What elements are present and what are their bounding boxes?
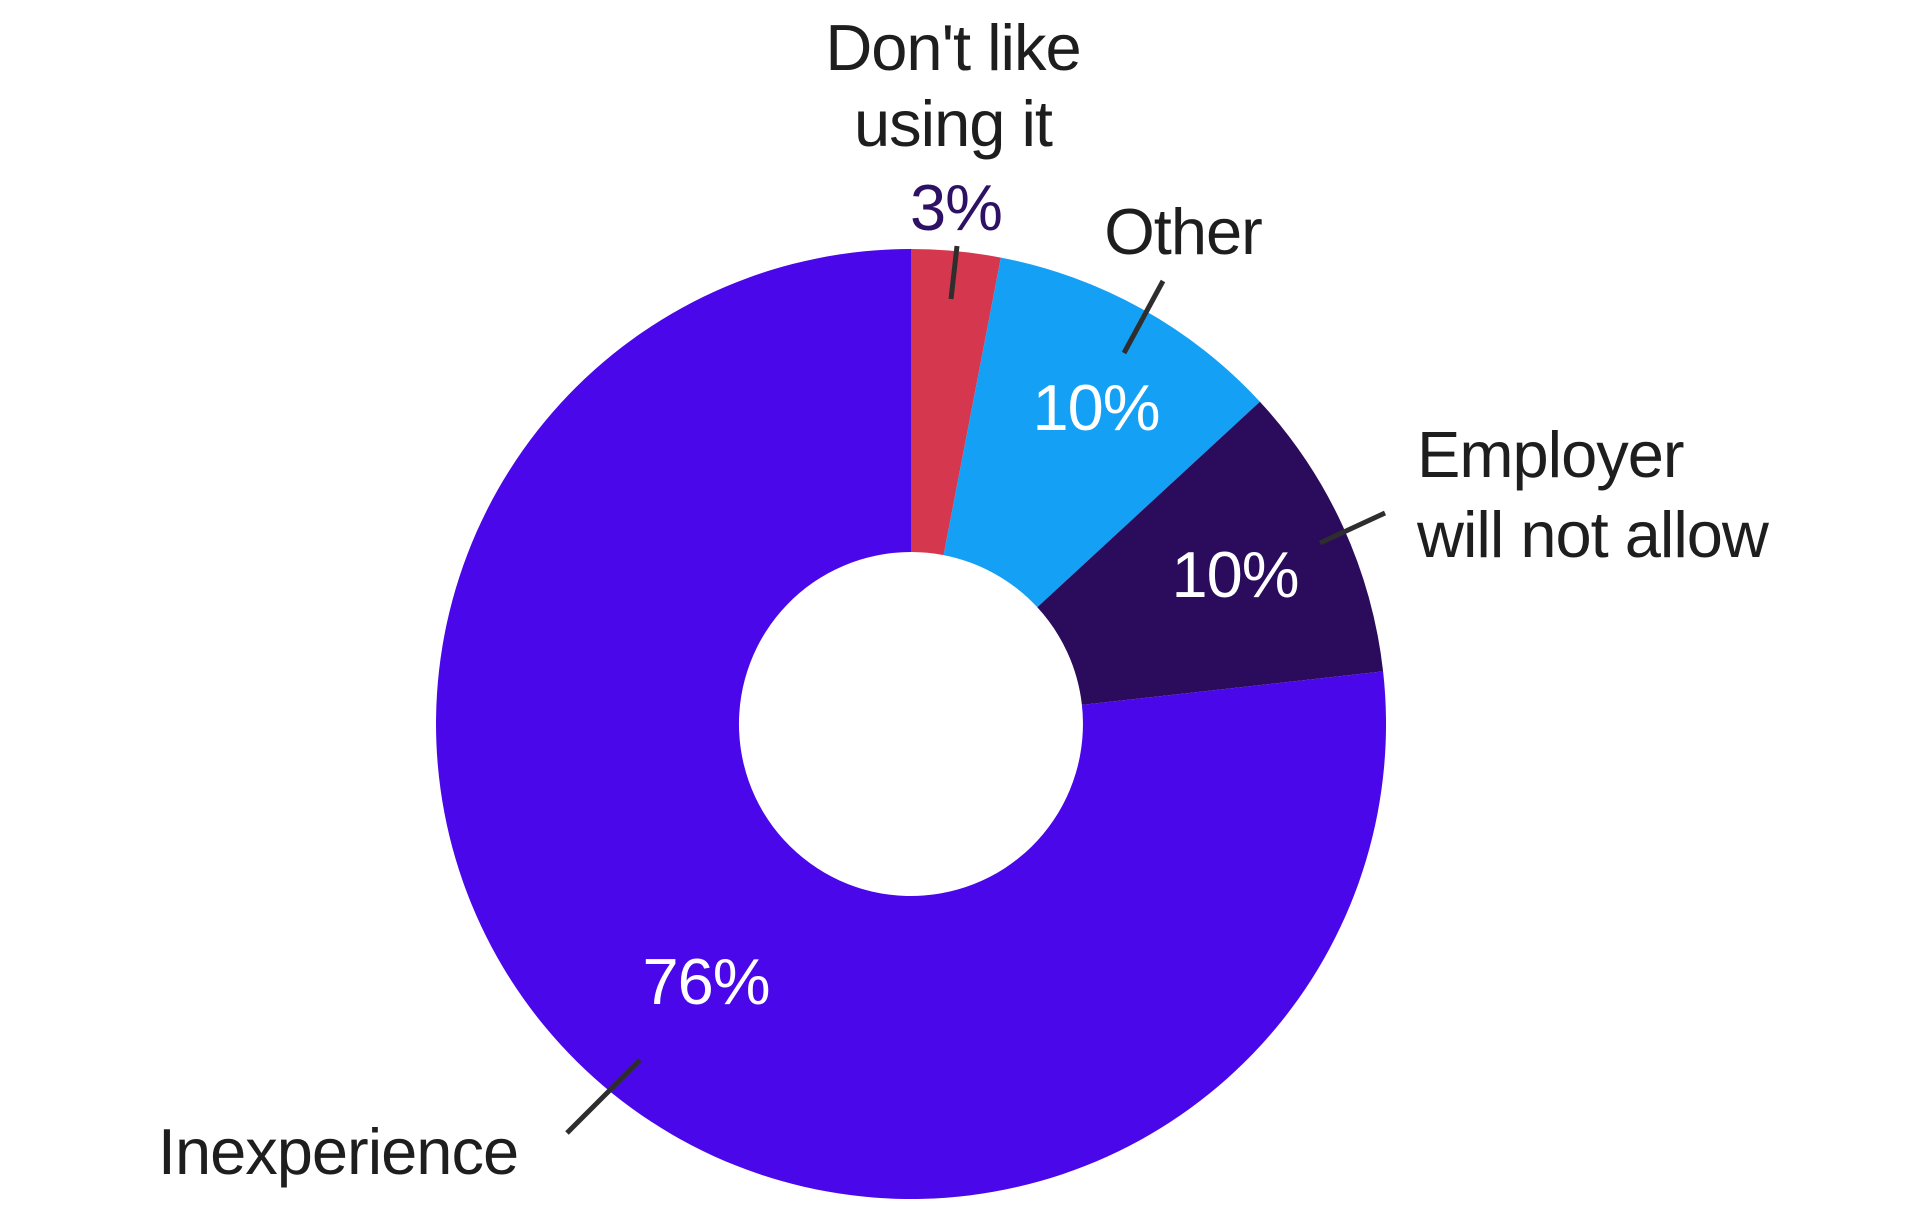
slice-label-employer: Employer will not allow bbox=[1417, 415, 1769, 575]
donut-slice-other bbox=[943, 257, 1260, 608]
leader-line-employer bbox=[1318, 510, 1387, 546]
pct-label-dont-like: 3% bbox=[910, 171, 1003, 244]
slice-label-inexperience: Inexperience bbox=[157, 1115, 519, 1188]
donut-slice-inexperience bbox=[436, 249, 1387, 1199]
slice-label-dont-like-line2: using it bbox=[854, 87, 1053, 160]
donut-slice-employer-will-not-allow bbox=[1037, 401, 1384, 705]
leader-lines bbox=[565, 245, 1387, 1135]
slice-label-dont-like-line1: Don't like bbox=[825, 11, 1081, 84]
pct-label-other: 10% bbox=[1032, 371, 1160, 444]
slice-label-other: Other bbox=[1104, 195, 1263, 268]
donut-slices bbox=[436, 249, 1387, 1199]
pct-label-inexperience: 76% bbox=[642, 945, 770, 1018]
donut-slice-dont-like-using-it bbox=[911, 249, 1001, 556]
leader-line-dont-like bbox=[948, 245, 960, 300]
slice-label-employer-line2: will not allow bbox=[1417, 498, 1769, 571]
slice-label-employer-line1: Employer bbox=[1417, 418, 1685, 491]
slice-label-dont-like: Don't like using it bbox=[825, 10, 1081, 162]
leader-line-other bbox=[1121, 279, 1166, 355]
leader-line-inexperience bbox=[565, 1058, 642, 1135]
pct-label-employer: 10% bbox=[1171, 538, 1299, 611]
